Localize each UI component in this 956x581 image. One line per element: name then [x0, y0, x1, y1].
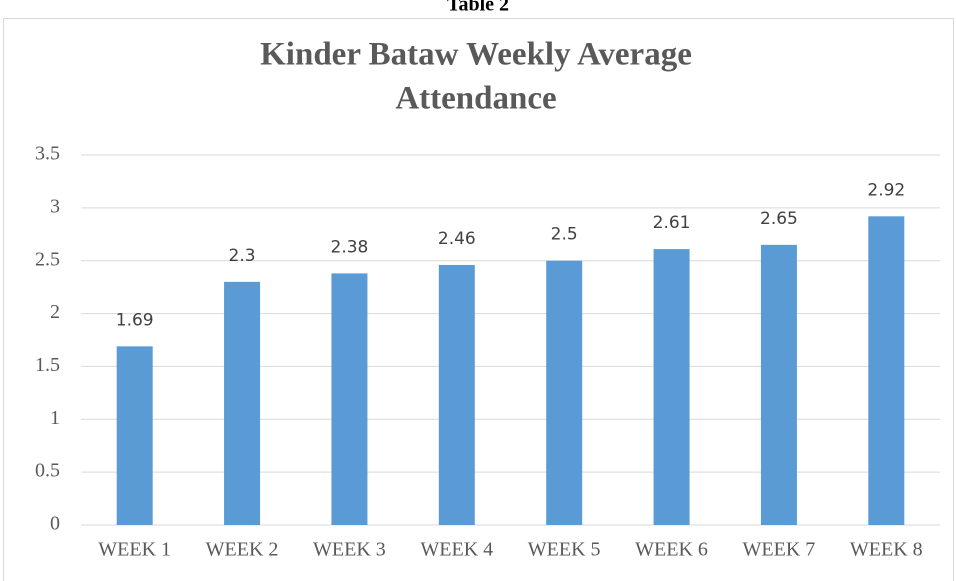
bar	[653, 249, 690, 526]
x-tick-label: WEEK 7	[743, 539, 816, 561]
caption: Table 2	[447, 0, 509, 16]
x-tick-label: WEEK 1	[98, 539, 171, 561]
data-label: 2.92	[867, 180, 905, 200]
y-tick-label: 0.5	[35, 460, 60, 482]
y-tick-label: 3.5	[35, 143, 60, 165]
x-tick-label: WEEK 4	[420, 539, 493, 561]
data-label: 2.61	[653, 213, 691, 233]
bar	[546, 260, 583, 525]
data-label: 2.38	[331, 237, 369, 257]
data-label: 2.46	[438, 229, 476, 249]
chart-title: Attendance	[395, 81, 556, 117]
chart-border	[3, 18, 954, 581]
y-tick-label: 2.5	[35, 248, 60, 270]
data-label: 2.5	[551, 225, 578, 245]
chart-title: Kinder Bataw Weekly Average	[260, 37, 692, 73]
bar	[224, 281, 261, 525]
x-tick-label: WEEK 2	[206, 539, 279, 561]
y-tick-label: 0	[50, 513, 60, 535]
bar	[116, 346, 153, 525]
y-tick-label: 3	[50, 195, 60, 217]
bar	[868, 216, 905, 526]
data-label: 1.69	[116, 310, 154, 330]
bar	[760, 244, 797, 525]
bar	[331, 273, 368, 525]
x-tick-label: WEEK 5	[528, 539, 601, 561]
data-label: 2.65	[760, 209, 798, 229]
x-tick-label: WEEK 6	[635, 539, 708, 561]
data-label: 2.3	[229, 246, 256, 266]
x-tick-label: WEEK 3	[313, 539, 386, 561]
y-tick-label: 2	[50, 301, 60, 323]
bar	[438, 264, 475, 525]
y-tick-label: 1.5	[35, 354, 60, 376]
y-tick-label: 1	[50, 407, 60, 429]
x-tick-label: WEEK 8	[850, 539, 923, 561]
